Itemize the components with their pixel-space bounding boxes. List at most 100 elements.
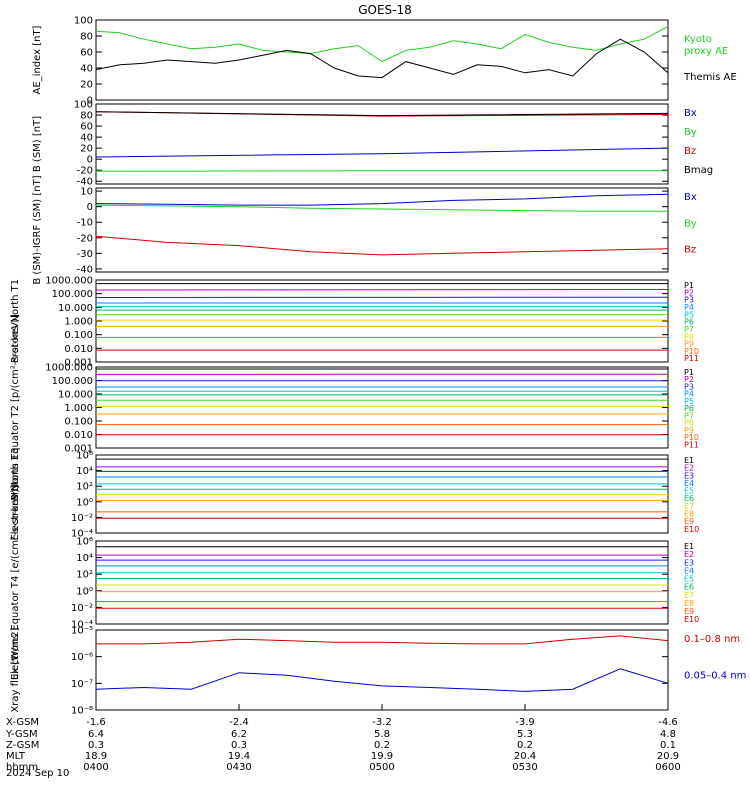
legend-label: P6	[684, 404, 694, 413]
x-tick-label: 0400	[83, 762, 108, 773]
y-tick-label: 10⁴	[76, 466, 93, 477]
y-tick-label: 0.100	[64, 330, 93, 341]
legend-label: P5	[684, 397, 694, 406]
y-tick-label: 10⁻⁶	[71, 652, 93, 663]
x-tick-label: -2.4	[229, 717, 249, 728]
y-tick-label: 100.000	[52, 289, 93, 300]
y-tick-label: -40	[77, 264, 93, 275]
legend-label: Bx	[684, 192, 697, 203]
series-line-Bz	[95, 235, 669, 256]
y-tick-label: 60	[80, 48, 93, 59]
y-tick-label: 60	[80, 122, 93, 133]
y-tick-label: 10⁻²	[71, 603, 93, 614]
legend-label: E5	[684, 575, 694, 584]
series-line-Themis AE	[95, 38, 669, 79]
x-tick-label: 6.4	[88, 729, 104, 740]
legend-label: E6	[684, 494, 694, 503]
legend-label: E10	[684, 615, 699, 624]
legend-label: E8	[684, 599, 694, 608]
y-tick-label: 10⁻⁸	[71, 706, 93, 717]
y-tick-label: 10⁴	[76, 553, 93, 564]
legend-label: Bx	[684, 108, 697, 119]
legend-label: P4	[684, 390, 694, 399]
panel-electrons-t4: 10⁻⁴ 10⁻² 10⁰ 10² 10⁴ 10⁶ Electrons Equator T4…	[10, 485, 699, 680]
series-line-Kyoto proxy AE	[95, 25, 669, 63]
x-row-label: Y-GSM	[5, 729, 38, 740]
legend-label: Bz	[684, 245, 696, 256]
y-tick-label: 10⁻²	[71, 513, 93, 524]
y-tick-label: 10²	[76, 482, 93, 493]
x-tick-label: -1.6	[86, 717, 106, 728]
legend-label: Kyoto	[684, 34, 712, 45]
x-tick-label: -4.6	[658, 717, 678, 728]
x-tick-label: 0.2	[517, 740, 533, 751]
legend-label: P5	[684, 310, 694, 319]
legend-label: E9	[684, 607, 694, 616]
y-axis-label: B (SM) [nT]	[32, 116, 43, 172]
legend-label: Themis AE	[683, 72, 737, 83]
series-line-Bmag	[95, 111, 669, 117]
y-tick-label: -20	[77, 166, 93, 177]
y-tick-label: 1.000	[64, 317, 93, 328]
x-tick-label: 4.8	[660, 729, 676, 740]
panel-frame	[95, 366, 669, 449]
x-tick-label: 0.1	[660, 740, 676, 751]
y-tick-label: 10⁶	[76, 451, 93, 462]
y-tick-label: 100	[74, 16, 93, 27]
panel-frame	[95, 187, 669, 273]
series-line-0.1–0.8 nm	[96, 635, 669, 645]
series-line-By	[95, 170, 668, 172]
x-row-label: hhmm	[6, 762, 38, 773]
legend-label: E2	[684, 550, 694, 559]
y-tick-label: 10⁻⁴	[71, 620, 93, 631]
panel-frame	[95, 540, 669, 625]
legend-label: E6	[684, 583, 694, 592]
x-tick-label: -3.2	[372, 717, 392, 728]
y-tick-label: 40	[80, 64, 93, 75]
legend-label: P9	[684, 426, 694, 435]
y-tick-label: 0	[87, 202, 93, 213]
y-tick-label: 0.100	[64, 417, 93, 428]
x-tick-label: 5.3	[517, 729, 533, 740]
y-tick-label: 10²	[76, 570, 93, 581]
y-tick-label: 1000.000	[45, 363, 93, 374]
legend-label: P3	[684, 382, 694, 391]
legend-label: By	[684, 218, 697, 229]
y-tick-label: 10⁻⁷	[71, 679, 93, 690]
y-axis-label: Electrons North T3	[10, 447, 21, 540]
x-tick-label: 5.8	[374, 729, 390, 740]
legend-label: P6	[684, 318, 694, 327]
legend-label: E4	[684, 566, 694, 575]
legend-label: E2	[684, 464, 694, 473]
legend-label: E1	[684, 456, 694, 465]
legend-label: P2	[684, 288, 694, 297]
legend-label: P1	[684, 368, 694, 377]
legend-label: P4	[684, 303, 694, 312]
y-tick-label: 10⁶	[76, 537, 93, 548]
legend-label: P7	[684, 325, 694, 334]
panel-electrons-t3: 10⁻⁴ 10⁻² 10⁰ 10² 10⁴ 10⁶ Electrons North T3 E1…	[10, 447, 699, 540]
x-tick-label: 0500	[369, 762, 394, 773]
series-line-Bx	[95, 147, 669, 158]
legend-label: P10	[684, 433, 699, 442]
legend-label: E8	[684, 510, 694, 519]
series-line-Bx	[95, 193, 669, 206]
y-tick-label: 80	[80, 111, 93, 122]
y-tick-label: -40	[77, 177, 93, 188]
legend-label: P11	[684, 354, 699, 363]
x-tick-label: 0.3	[88, 740, 104, 751]
legend-label: 0.05–0.4 nm	[684, 670, 746, 681]
legend-label: E10	[684, 525, 699, 534]
series-line-0.05–0.4 nm	[95, 668, 669, 692]
y-tick-label: 80	[80, 32, 93, 43]
y-tick-label: 10.000	[58, 303, 93, 314]
x-tick-label: 20.9	[657, 751, 679, 762]
date-label: 2024 Sep 10	[6, 768, 69, 779]
panel-xray: 10⁻⁸ 10⁻⁷ 10⁻⁶ 10⁻⁵ Xray flux [W/m2] 0.1–0.8 …	[10, 626, 746, 717]
y-tick-label: 0.001	[64, 358, 93, 369]
y-tick-label: 10.000	[58, 390, 93, 401]
x-tick-label: 18.9	[85, 751, 107, 762]
y-tick-label: 1.000	[64, 403, 93, 414]
